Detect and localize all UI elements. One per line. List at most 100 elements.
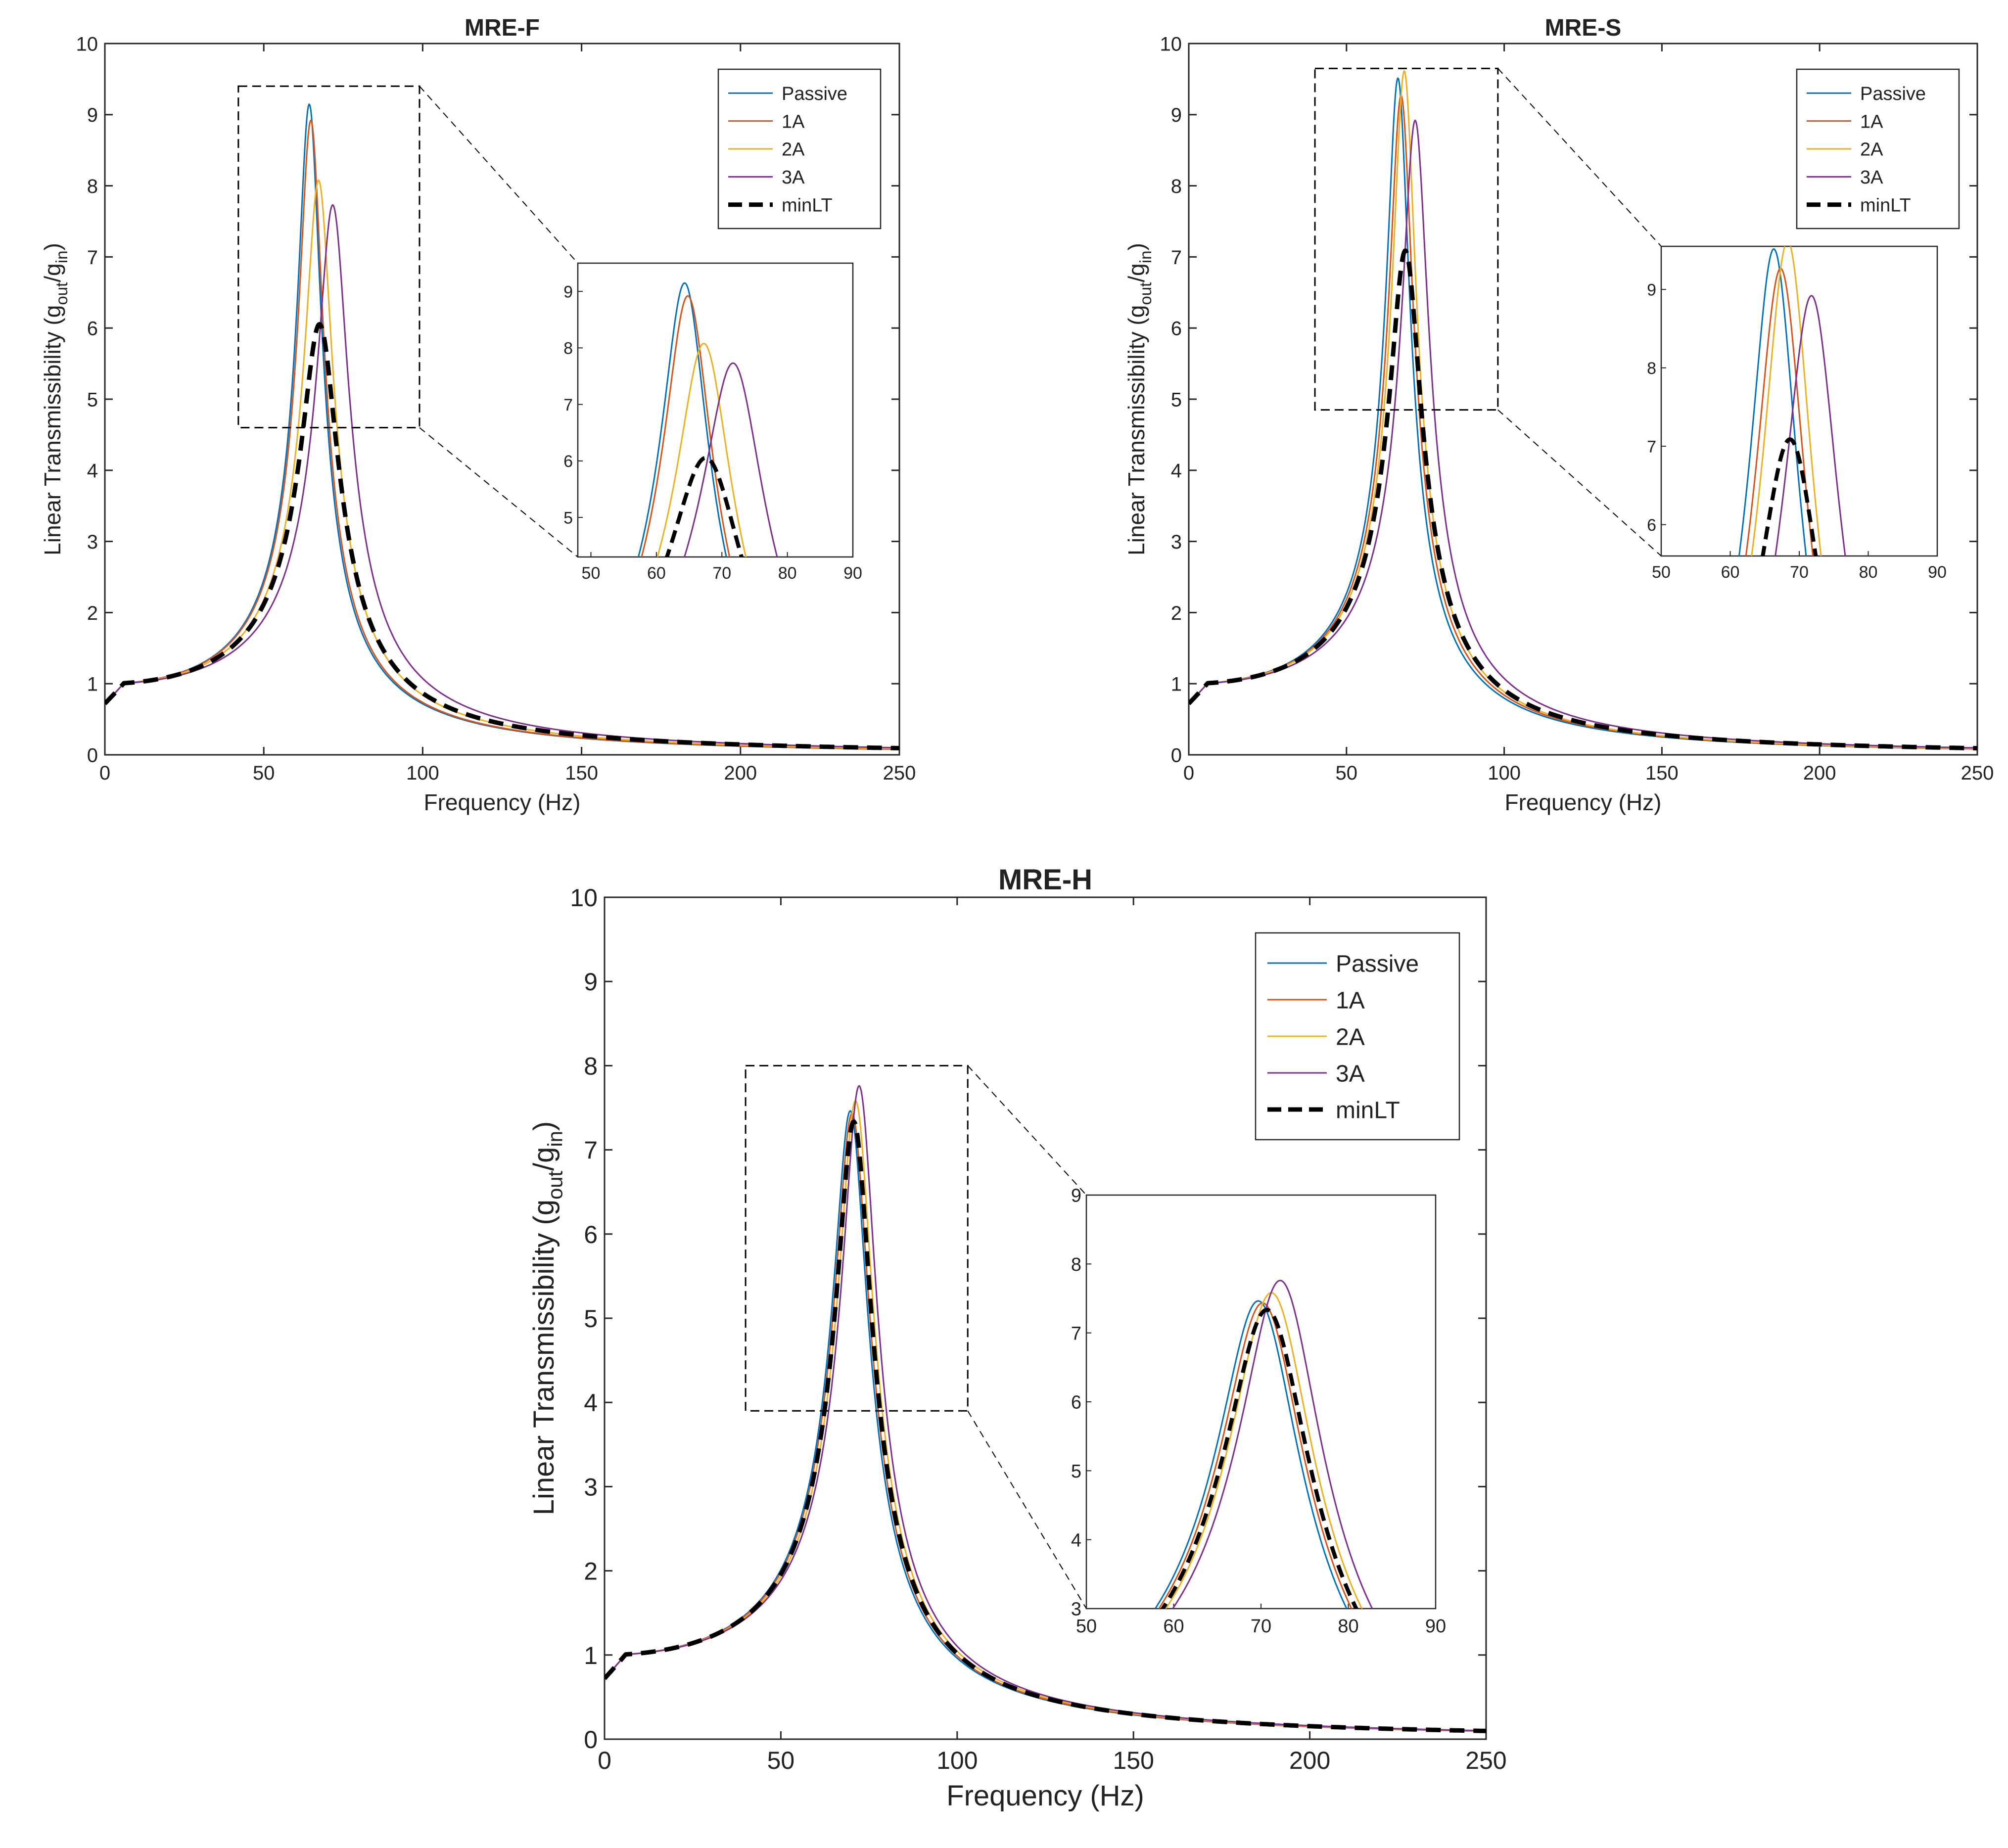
inset-y-tick-label: 3 [1071, 1599, 1081, 1620]
y-tick-label: 2 [1171, 602, 1182, 624]
chart-panel-mre-h: 0 50 100 150 200 250 0 1 2 3 4 5 6 7 8 9 10 MRE-H Frequenc… [528, 864, 1507, 1812]
zoom-box [745, 1064, 969, 1412]
series-line-minlt [1189, 248, 1977, 751]
inset-y-tick-label: 7 [1071, 1323, 1081, 1344]
inset-x-tick-label: 80 [1859, 563, 1878, 582]
y-tick-label: 4 [584, 1389, 598, 1417]
inset-y-tick-label: 9 [563, 282, 573, 301]
y-axis-label-part: in [1137, 250, 1155, 263]
legend-label-2a: 2A [782, 139, 805, 160]
y-tick-label: 5 [584, 1305, 598, 1333]
inset-y-tick-label: 6 [563, 452, 573, 471]
x-tick-label: 0 [1183, 762, 1194, 784]
legend-label-passive: Passive [1860, 84, 1926, 104]
inset-series-line-minlt [664, 456, 744, 557]
inset-series-line-3a [1171, 1280, 1373, 1609]
inset-y-tick-label: 5 [1071, 1461, 1081, 1482]
inset-x-tick-label: 90 [1425, 1616, 1446, 1637]
y-tick-label: 1 [584, 1642, 598, 1669]
x-tick-label: 200 [724, 762, 757, 784]
inset-series-line-2a [1165, 1292, 1363, 1609]
zoom-connector-top [419, 86, 578, 264]
y-axis-label-part: out [543, 1171, 566, 1200]
legend: Passive 1A 2A 3A minLT [717, 68, 882, 230]
y-tick-label: 1 [1171, 674, 1182, 695]
inset-series-line-minlt [1160, 1307, 1358, 1609]
legend-label-1a: 1A [1336, 987, 1365, 1014]
inset-series-line-3a [1775, 295, 1846, 556]
x-tick-label: 0 [598, 1747, 611, 1774]
series-group [605, 1085, 1486, 1733]
inset-y-tick-label: 8 [563, 339, 573, 358]
inset-axes: 50 60 70 80 90 3 4 5 6 7 8 9 [1071, 1186, 1446, 1637]
inset-box [577, 262, 854, 558]
y-tick-label: 7 [584, 1137, 598, 1164]
chart-title: MRE-H [998, 864, 1092, 896]
inset-x-tick-label: 80 [778, 564, 797, 583]
series-line-minlt [605, 1119, 1486, 1733]
y-tick-label: 0 [87, 744, 98, 766]
series-line-3a [1189, 119, 1977, 749]
inset-x-tick-label: 80 [1338, 1616, 1358, 1637]
y-axis-label-part: in [53, 250, 71, 263]
legend-label-3a: 3A [1860, 167, 1883, 188]
inset-x-tick-label: 50 [1652, 563, 1671, 582]
y-tick-label: 8 [87, 176, 98, 197]
inset-y-tick-label: 7 [1647, 437, 1656, 456]
y-axis-label-part: Linear Transmissibility (g [1123, 305, 1149, 555]
x-axis-label: Frequency (Hz) [1505, 789, 1662, 815]
inset-y-tick-label: 4 [1071, 1530, 1081, 1551]
inset-series-line-3a [683, 362, 778, 557]
y-tick-label: 8 [1171, 176, 1182, 197]
y-tick-label: 4 [1171, 460, 1182, 482]
x-axis-label: Frequency (Hz) [946, 1780, 1144, 1812]
y-tick-label: 4 [87, 460, 98, 482]
y-axis-label-part: ) [528, 1121, 560, 1131]
y-tick-label: 5 [87, 389, 98, 411]
y-axis-label-part: Linear Transmissibility (g [40, 305, 65, 555]
x-tick-label: 100 [1488, 762, 1521, 784]
y-axis-label-part: ) [1123, 243, 1149, 250]
x-tick-label: 100 [406, 762, 439, 784]
legend-label-minlt: minLT [1860, 195, 1911, 216]
legend-label-1a: 1A [1860, 111, 1883, 132]
y-tick-label: 0 [584, 1726, 598, 1754]
inset-box [1660, 245, 1938, 557]
zoom-box [1314, 67, 1499, 411]
y-tick-label: 7 [87, 247, 98, 269]
inset-x-tick-label: 70 [1790, 563, 1809, 582]
legend-label-passive: Passive [782, 84, 847, 104]
inset-y-tick-label: 9 [1071, 1186, 1081, 1206]
y-tick-label: 0 [1171, 744, 1182, 766]
y-tick-label: 7 [1171, 247, 1182, 269]
y-tick-label: 2 [87, 602, 98, 624]
y-tick-label: 3 [1171, 531, 1182, 553]
x-tick-label: 250 [1961, 762, 1994, 784]
y-tick-label: 10 [76, 33, 98, 55]
legend: Passive 1A 2A 3A minLT [1255, 932, 1460, 1141]
y-axis-label-part: /g [1123, 263, 1149, 282]
inset-x-tick-label: 70 [1251, 1616, 1271, 1637]
y-tick-label: 6 [584, 1221, 598, 1248]
y-axis-label-part: /g [528, 1147, 560, 1171]
legend-label-minlt: minLT [1336, 1097, 1400, 1123]
inset-series-group [1154, 1280, 1373, 1609]
y-tick-label: 9 [584, 968, 598, 996]
inset-axes: 50 60 70 80 90 5 6 7 8 9 [563, 262, 862, 583]
series-line-3a [105, 204, 899, 749]
legend-label-3a: 3A [1336, 1061, 1365, 1087]
y-tick-label: 3 [584, 1473, 598, 1501]
inset-series-line-1a [1745, 268, 1814, 556]
x-tick-label: 150 [565, 762, 598, 784]
zoom-connector-top [1497, 68, 1662, 247]
y-tick-label: 9 [1171, 104, 1182, 126]
y-axis-label: Linear Transmissibility (gout/gin) [528, 1121, 566, 1515]
inset-series-line-passive [637, 282, 727, 557]
inset-x-tick-label: 50 [1076, 1616, 1097, 1637]
zoom-connector-top [967, 1065, 1087, 1196]
y-axis-label: Linear Transmissibility (gout/gin) [40, 243, 71, 555]
legend-label-passive: Passive [1336, 951, 1419, 977]
y-axis-label-part: ) [40, 243, 65, 250]
zoom-box [237, 85, 420, 429]
